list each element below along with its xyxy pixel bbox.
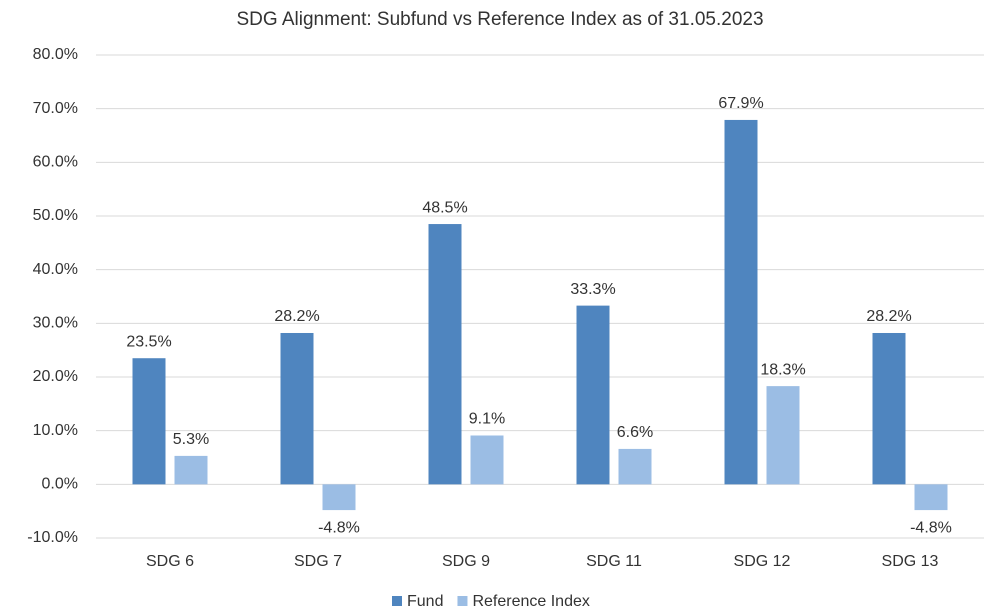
bar bbox=[280, 332, 314, 485]
x-tick-label: SDG 12 bbox=[734, 553, 791, 570]
bar bbox=[322, 484, 356, 511]
value-label: 9.1% bbox=[469, 411, 505, 428]
value-label: 28.2% bbox=[274, 308, 319, 325]
bar bbox=[470, 435, 504, 485]
bar bbox=[132, 358, 166, 485]
value-label: 6.6% bbox=[617, 424, 653, 441]
value-label: 18.3% bbox=[760, 361, 805, 378]
y-tick-label: 40.0% bbox=[33, 261, 78, 278]
chart-title: SDG Alignment: Subfund vs Reference Inde… bbox=[236, 9, 763, 30]
y-tick-label: 50.0% bbox=[33, 207, 78, 224]
value-label: 5.3% bbox=[173, 431, 209, 448]
legend-label: Fund bbox=[407, 593, 443, 610]
bar bbox=[872, 332, 906, 485]
value-label: -4.8% bbox=[318, 519, 360, 536]
y-tick-label: 70.0% bbox=[33, 100, 78, 117]
value-label: 28.2% bbox=[866, 308, 911, 325]
value-label: 23.5% bbox=[126, 333, 171, 350]
x-tick-label: SDG 13 bbox=[882, 553, 939, 570]
x-tick-label: SDG 11 bbox=[586, 553, 642, 570]
y-tick-label: 20.0% bbox=[33, 368, 78, 385]
value-label: 48.5% bbox=[422, 199, 467, 216]
bar bbox=[766, 386, 800, 485]
value-label: 67.9% bbox=[718, 95, 763, 112]
y-tick-label: 0.0% bbox=[42, 476, 78, 493]
x-tick-label: SDG 7 bbox=[294, 553, 342, 570]
y-tick-label: 30.0% bbox=[33, 315, 78, 332]
legend-swatch bbox=[457, 596, 468, 606]
y-tick-label: -10.0% bbox=[27, 529, 78, 546]
bar bbox=[428, 224, 462, 485]
bar bbox=[914, 484, 948, 511]
y-tick-label: 10.0% bbox=[33, 422, 78, 439]
bar bbox=[724, 119, 758, 485]
x-tick-label: SDG 6 bbox=[146, 553, 194, 570]
bar bbox=[618, 448, 652, 485]
x-tick-label: SDG 9 bbox=[442, 553, 490, 570]
value-label: 33.3% bbox=[570, 281, 615, 298]
value-label: -4.8% bbox=[910, 519, 952, 536]
legend-label: Reference Index bbox=[472, 593, 589, 610]
y-tick-label: 60.0% bbox=[33, 154, 78, 171]
y-tick-label: 80.0% bbox=[33, 46, 78, 63]
legend-swatch bbox=[392, 596, 402, 606]
bar bbox=[576, 305, 610, 485]
bar bbox=[174, 455, 208, 485]
